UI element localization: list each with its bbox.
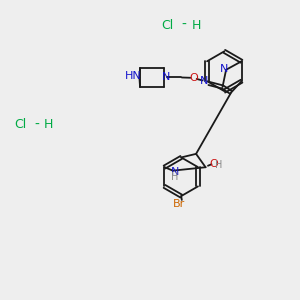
Text: Cl: Cl xyxy=(162,19,174,32)
Text: -: - xyxy=(182,18,187,32)
Text: HN: HN xyxy=(124,71,141,81)
Text: N: N xyxy=(220,64,228,74)
Text: N: N xyxy=(162,72,170,82)
Text: -: - xyxy=(34,118,39,132)
Text: O: O xyxy=(209,159,218,169)
Text: H: H xyxy=(44,118,53,131)
Text: Cl: Cl xyxy=(15,118,27,131)
Text: H: H xyxy=(215,160,222,170)
Text: Br: Br xyxy=(173,200,185,209)
Text: H: H xyxy=(172,172,179,182)
Text: H: H xyxy=(191,19,201,32)
Text: N: N xyxy=(171,167,179,177)
Text: N: N xyxy=(200,76,208,86)
Text: O: O xyxy=(189,73,198,83)
